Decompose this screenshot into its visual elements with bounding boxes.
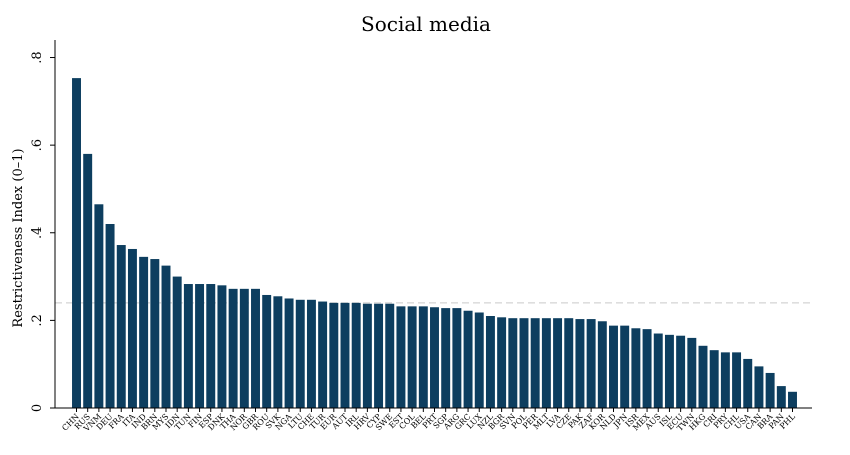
bar-mex [642, 329, 652, 408]
bar-zaf [586, 319, 596, 408]
bar-fra [116, 245, 126, 408]
bar-vnm [94, 204, 104, 408]
bar-usa [743, 358, 753, 408]
bar-esp [206, 284, 216, 408]
bar-tur [318, 301, 328, 408]
bar-swe [385, 303, 395, 408]
bar-ind [139, 256, 149, 408]
bar-dnk [217, 285, 227, 408]
bar-per [530, 318, 540, 408]
bar-deu [105, 224, 115, 408]
bar-rou [262, 294, 272, 408]
bar-sgp [441, 308, 451, 408]
bar-svn [508, 318, 518, 408]
bar-grc [463, 310, 473, 408]
chart-title: Social media [361, 12, 491, 36]
bar-lva [553, 318, 563, 408]
bar-phl [788, 391, 797, 408]
bar-tha [228, 288, 238, 408]
bar-bra [765, 372, 775, 408]
bar-fin [195, 284, 205, 408]
bar-twn [687, 337, 697, 408]
bar-pan [776, 386, 786, 408]
bar-bgr [497, 317, 507, 408]
bar-nzl [485, 316, 495, 408]
axes [54, 40, 812, 409]
bar-irl [351, 302, 361, 408]
bar-chl [732, 352, 742, 408]
bar-aus [653, 333, 663, 408]
y-tick-label: .4 [30, 227, 45, 239]
bar-kor [597, 321, 607, 408]
bar-nld [609, 325, 618, 408]
bar-ltu [295, 299, 305, 408]
bar-gbr [251, 288, 260, 408]
bar-che [306, 299, 316, 408]
bar-tun [183, 284, 193, 408]
bar-hkg [698, 345, 708, 408]
bar-svk [273, 296, 283, 408]
bar-chn [72, 78, 81, 409]
y-axis-label: Restrictiveness Index (0–1) [11, 148, 26, 327]
y-tick-label: 0 [30, 404, 45, 412]
y-tick-label: .6 [30, 139, 45, 151]
bar-rus [83, 153, 93, 408]
x-tick-labels: CHNRUSVNMDEUFRAITAINDBRNMYSIDNTUNFINESPD… [60, 408, 797, 434]
bar-col [407, 306, 417, 408]
bars [72, 78, 797, 409]
bar-brn [150, 259, 160, 408]
y-ticks: 0 .2 .4 .6 .8 [30, 51, 55, 412]
bar-jpn [620, 325, 630, 408]
bar-arg [452, 308, 462, 408]
bar-pak [575, 319, 585, 408]
bar-ecu [676, 335, 686, 408]
bar-nor [239, 288, 249, 408]
bar-hrv [362, 303, 372, 408]
bar-pol [519, 318, 529, 408]
bar-cri [709, 350, 719, 408]
bar-nga [284, 298, 294, 408]
bar-prt [430, 307, 439, 408]
bar-mlt [541, 318, 551, 408]
bar-cyp [374, 303, 384, 408]
bar-est [396, 306, 406, 408]
bar-ita [127, 248, 137, 408]
y-tick-label: .8 [30, 51, 45, 63]
bar-isr [631, 328, 641, 408]
bar-aut [340, 302, 350, 408]
bar-isl [664, 334, 674, 408]
bar-eur [329, 302, 339, 408]
bar-mys [161, 265, 171, 408]
bar-idn [172, 276, 182, 408]
bar-cze [564, 318, 574, 408]
bar-can [754, 366, 764, 408]
bar-lux [474, 312, 484, 408]
y-tick-label: .2 [30, 314, 45, 326]
bar-bel [418, 306, 428, 408]
bar-pry [720, 352, 730, 408]
